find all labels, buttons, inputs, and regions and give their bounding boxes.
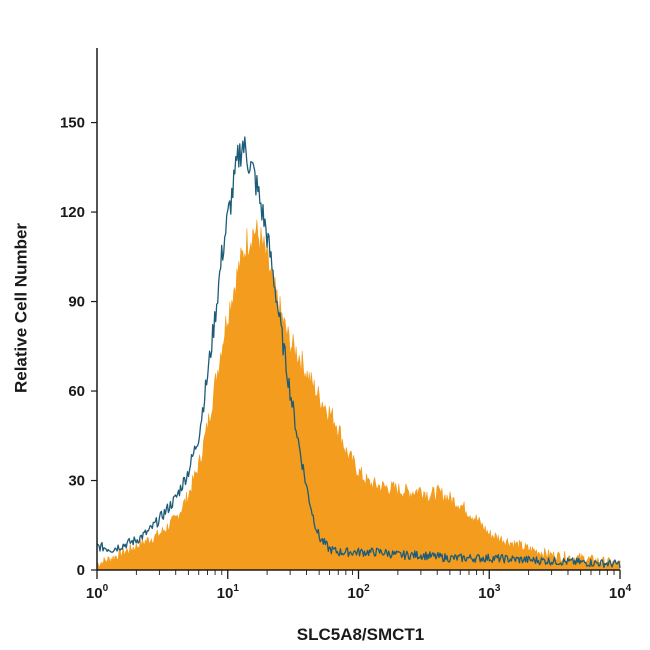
y-tick-label: 30 — [68, 473, 85, 490]
x-ticks: 100 101 102 103 104 — [86, 570, 632, 602]
series-outline-1 — [96, 136, 621, 569]
y-tick-label: 120 — [60, 204, 85, 221]
x-tick-label: 100 — [86, 583, 109, 602]
axes-layer: 0 30 60 90 120 150 100 101 102 103 104 — [60, 48, 632, 602]
y-tick-label: 0 — [77, 562, 85, 579]
x-tick-label: 101 — [217, 583, 240, 602]
y-tick-label: 150 — [60, 115, 85, 132]
y-axis-title: Relative Cell Number — [11, 223, 30, 393]
y-ticks: 0 30 60 90 120 150 — [60, 115, 97, 579]
series-fill-0 — [96, 219, 621, 571]
y-tick-label: 60 — [68, 383, 85, 400]
x-tick-label: 103 — [478, 583, 501, 602]
x-axis-title: SLC5A8/SMCT1 — [297, 625, 425, 644]
x-tick-label: 102 — [347, 583, 370, 602]
data-layer — [96, 136, 621, 571]
x-tick-label: 104 — [609, 583, 632, 602]
y-tick-label: 90 — [68, 294, 85, 311]
